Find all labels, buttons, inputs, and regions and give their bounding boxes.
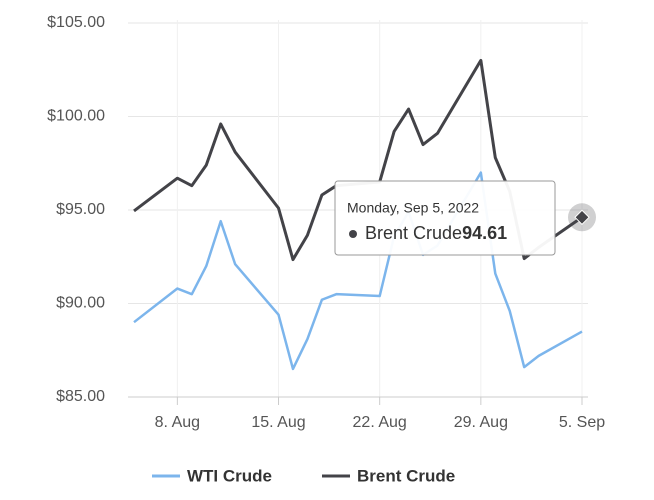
hover-marker xyxy=(574,209,590,226)
y-tick-label: $105.00 xyxy=(47,14,105,31)
y-tick-label: $100.00 xyxy=(47,108,105,125)
tooltip-box xyxy=(334,180,556,256)
x-tick-label: 15. Aug xyxy=(251,414,305,431)
legend-label[interactable]: Brent Crude xyxy=(357,466,455,485)
series-line xyxy=(133,171,583,371)
tooltip-series-name: Brent Crude xyxy=(365,223,462,243)
x-tick-label: 8. Aug xyxy=(155,414,200,431)
tooltip-dot xyxy=(349,230,357,238)
y-tick-label: $90.00 xyxy=(56,295,105,312)
tooltip-line: Brent Crude94.61 xyxy=(365,223,507,243)
y-tick-label: $95.00 xyxy=(56,201,105,218)
tooltip-header: Monday, Sep 5, 2022 xyxy=(347,200,479,216)
tooltip-value: 94.61 xyxy=(462,223,507,243)
y-tick-label: $85.00 xyxy=(56,388,105,405)
x-tick-label: 5. Sep xyxy=(559,414,605,431)
x-tick-label: 29. Aug xyxy=(454,414,508,431)
tooltip: Monday, Sep 5, 2022 Brent Crude94.61 xyxy=(334,180,556,256)
legend-label[interactable]: WTI Crude xyxy=(187,466,272,485)
x-tick-label: 22. Aug xyxy=(353,414,407,431)
